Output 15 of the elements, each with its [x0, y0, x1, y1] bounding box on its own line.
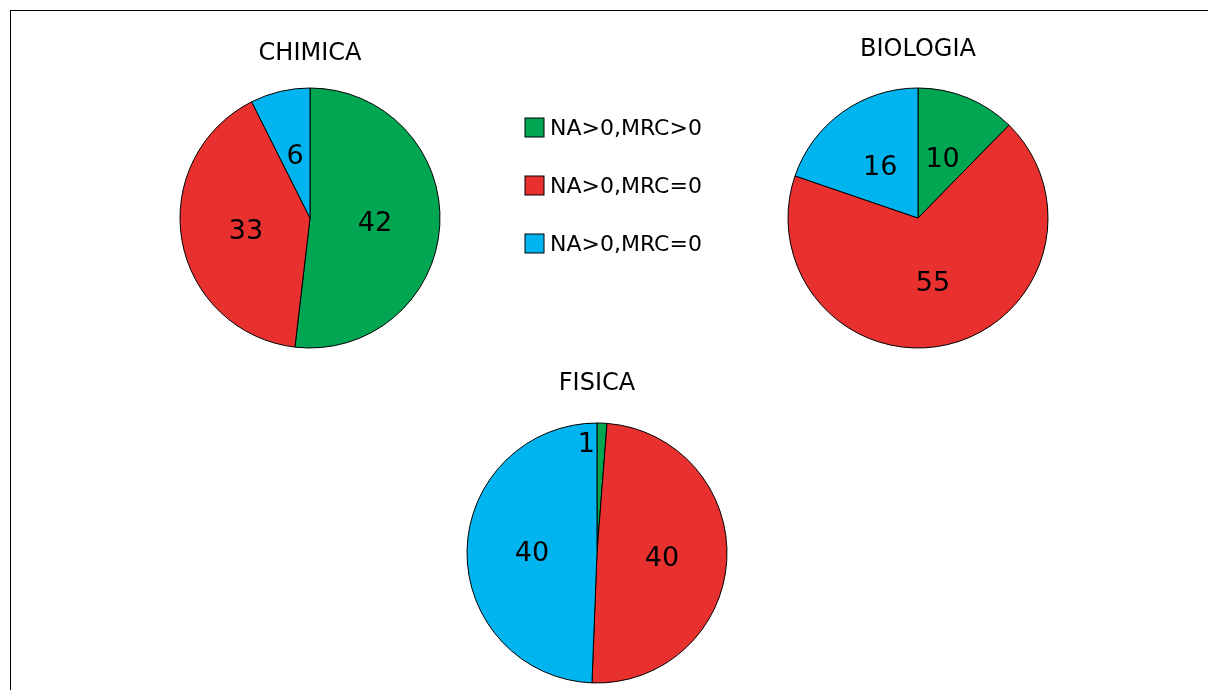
chart-title: FISICA [558, 368, 636, 396]
data-label: 42 [357, 206, 393, 238]
legend-label: NA>0,MRC=0 [550, 231, 702, 256]
data-label: 55 [915, 265, 951, 297]
data-label: 1 [577, 427, 595, 459]
chart-title: BIOLOGIA [860, 34, 977, 62]
legend-label: NA>0,MRC=0 [550, 173, 702, 198]
legend-label: NA>0,MRC>0 [550, 115, 702, 140]
data-label: 40 [514, 536, 550, 568]
data-label: 6 [286, 139, 304, 171]
data-label: 40 [644, 541, 680, 573]
data-label: 10 [925, 142, 960, 174]
chart-title: CHIMICA [258, 38, 362, 66]
data-label: 33 [228, 213, 264, 245]
data-label: 16 [863, 149, 898, 181]
